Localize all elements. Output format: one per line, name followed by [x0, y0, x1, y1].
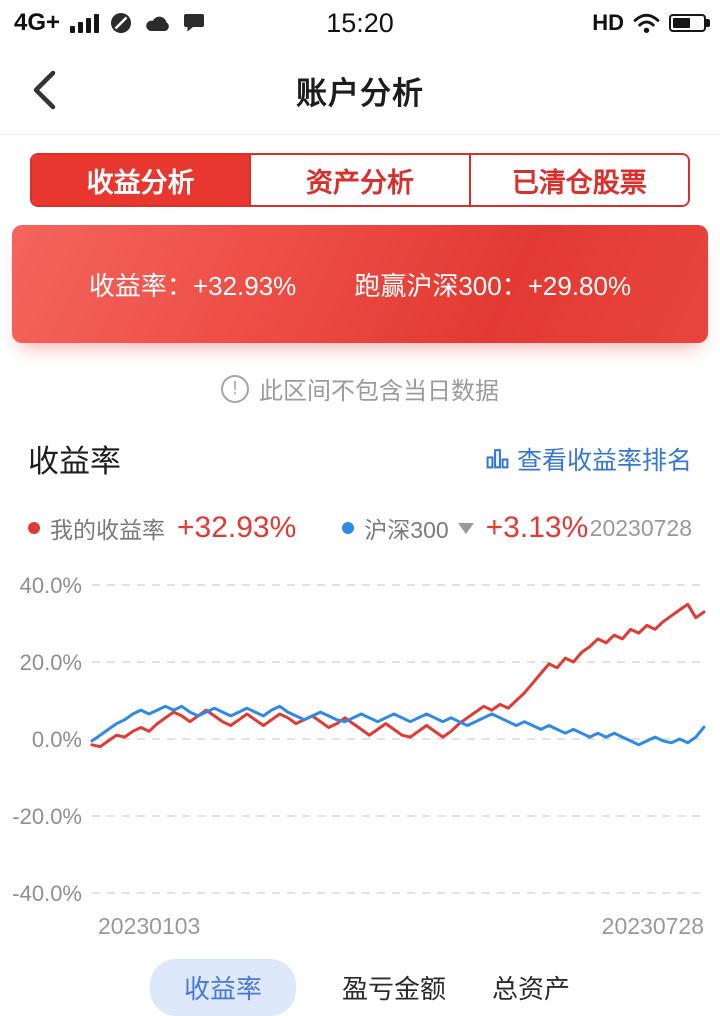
svg-text:20.0%: 20.0% [20, 650, 82, 675]
section-title: 收益率 [28, 444, 121, 479]
page-header: 账户分析 [0, 46, 720, 135]
svg-text:-20.0%: -20.0% [12, 804, 82, 829]
return-summary: 收益率：+32.93% [89, 266, 296, 303]
status-time: 15:20 [326, 7, 394, 38]
status-left-group: 4G+ [14, 9, 206, 37]
view-rank-label: 查看收益率排名 [516, 446, 692, 475]
info-exclamation-icon: ! [221, 374, 249, 403]
record-icon [109, 11, 133, 35]
svg-text:0.0%: 0.0% [32, 727, 82, 752]
rank-chart-icon [485, 446, 510, 471]
section-header-row: 收益率 查看收益率排名 [28, 436, 692, 481]
my-return-dot-icon [28, 522, 40, 534]
legend-my-return: 我的收益率 +32.93% [28, 511, 296, 545]
wifi-icon [633, 12, 660, 34]
tab-asset-analysis[interactable]: 资产分析 [249, 155, 469, 205]
outperform-value: +29.80% [527, 270, 632, 301]
chart-date-label: 20230728 [589, 514, 692, 541]
message-icon [182, 11, 206, 35]
status-right-group: HD [592, 10, 710, 36]
metric-tab-profit-amount[interactable]: 盈亏金额 [341, 974, 446, 1004]
returns-chart-container: 40.0% 20.0% 0.0% -20.0% -40.0% 20230103 2023… [0, 569, 720, 945]
index-value: +3.13% [485, 511, 589, 544]
return-label: 收益率： [88, 270, 193, 301]
x-axis-start-label: 20230103 [98, 913, 201, 939]
chart-legend: 我的收益率 +32.93% 沪深300 +3.13% 20230728 [28, 511, 692, 545]
battery-icon [669, 14, 710, 32]
tab-cleared-stocks[interactable]: 已清仓股票 [468, 155, 688, 205]
hd-indicator: HD [592, 10, 624, 35]
analysis-tab-bar: 收益分析 资产分析 已清仓股票 [30, 153, 690, 207]
view-rank-link[interactable]: 查看收益率排名 [485, 441, 692, 477]
back-button[interactable] [20, 66, 68, 114]
x-axis-labels: 20230103 20230728 [0, 911, 720, 945]
notice-row: ! 此区间不包含当日数据 [0, 371, 720, 406]
svg-text:40.0%: 40.0% [20, 573, 82, 598]
summary-banner: 收益率：+32.93% 跑赢沪深300：+29.80% [12, 225, 708, 343]
index-dropdown-icon[interactable] [457, 522, 474, 534]
network-type-label: 4G+ [14, 9, 61, 36]
outperform-summary: 跑赢沪深300：+29.80% [354, 266, 631, 303]
notice-text: 此区间不包含当日数据 [259, 378, 499, 405]
page-title: 账户分析 [296, 75, 424, 111]
index-label: 沪深300 [364, 517, 449, 543]
my-return-value: +32.93% [177, 511, 297, 544]
status-bar: 4G+ 15:20 HD [0, 0, 720, 46]
returns-line-chart[interactable]: 40.0% 20.0% 0.0% -20.0% -40.0% [0, 569, 720, 909]
outperform-label: 跑赢沪深300： [354, 270, 528, 301]
my-return-label: 我的收益率 [50, 517, 165, 543]
index-dot-icon [342, 522, 355, 534]
signal-strength-icon [70, 13, 100, 33]
x-axis-end-label: 20230728 [601, 913, 704, 939]
cloud-icon [143, 12, 172, 34]
metric-tab-bar: 收益率 盈亏金额 总资产 [0, 959, 720, 1016]
legend-index[interactable]: 沪深300 +3.13% [342, 511, 588, 545]
metric-tab-total-assets[interactable]: 总资产 [492, 974, 571, 1004]
svg-text:-40.0%: -40.0% [12, 881, 82, 906]
metric-tab-return-rate[interactable]: 收益率 [149, 959, 296, 1016]
tab-income-analysis[interactable]: 收益分析 [32, 155, 250, 205]
back-chevron-icon [31, 69, 57, 111]
return-value: +32.93% [192, 270, 297, 301]
